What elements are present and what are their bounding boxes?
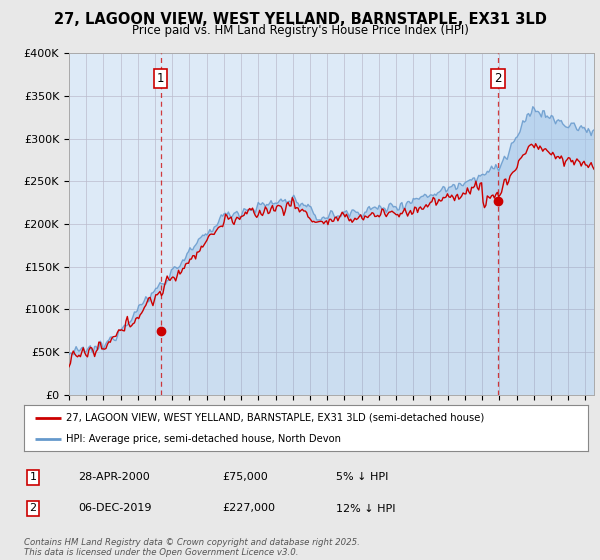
Text: £75,000: £75,000: [222, 472, 268, 482]
Text: 12% ↓ HPI: 12% ↓ HPI: [336, 503, 395, 514]
Text: Price paid vs. HM Land Registry's House Price Index (HPI): Price paid vs. HM Land Registry's House …: [131, 24, 469, 36]
Text: £227,000: £227,000: [222, 503, 275, 514]
Text: 06-DEC-2019: 06-DEC-2019: [78, 503, 151, 514]
Text: 2: 2: [29, 503, 37, 514]
Text: Contains HM Land Registry data © Crown copyright and database right 2025.
This d: Contains HM Land Registry data © Crown c…: [24, 538, 360, 557]
Text: 28-APR-2000: 28-APR-2000: [78, 472, 150, 482]
Text: 5% ↓ HPI: 5% ↓ HPI: [336, 472, 388, 482]
Text: 1: 1: [29, 472, 37, 482]
Text: 27, LAGOON VIEW, WEST YELLAND, BARNSTAPLE, EX31 3LD (semi-detached house): 27, LAGOON VIEW, WEST YELLAND, BARNSTAPL…: [66, 413, 485, 423]
Text: 27, LAGOON VIEW, WEST YELLAND, BARNSTAPLE, EX31 3LD: 27, LAGOON VIEW, WEST YELLAND, BARNSTAPL…: [53, 12, 547, 27]
Text: HPI: Average price, semi-detached house, North Devon: HPI: Average price, semi-detached house,…: [66, 435, 341, 444]
Text: 2: 2: [494, 72, 502, 85]
Text: 1: 1: [157, 72, 164, 85]
